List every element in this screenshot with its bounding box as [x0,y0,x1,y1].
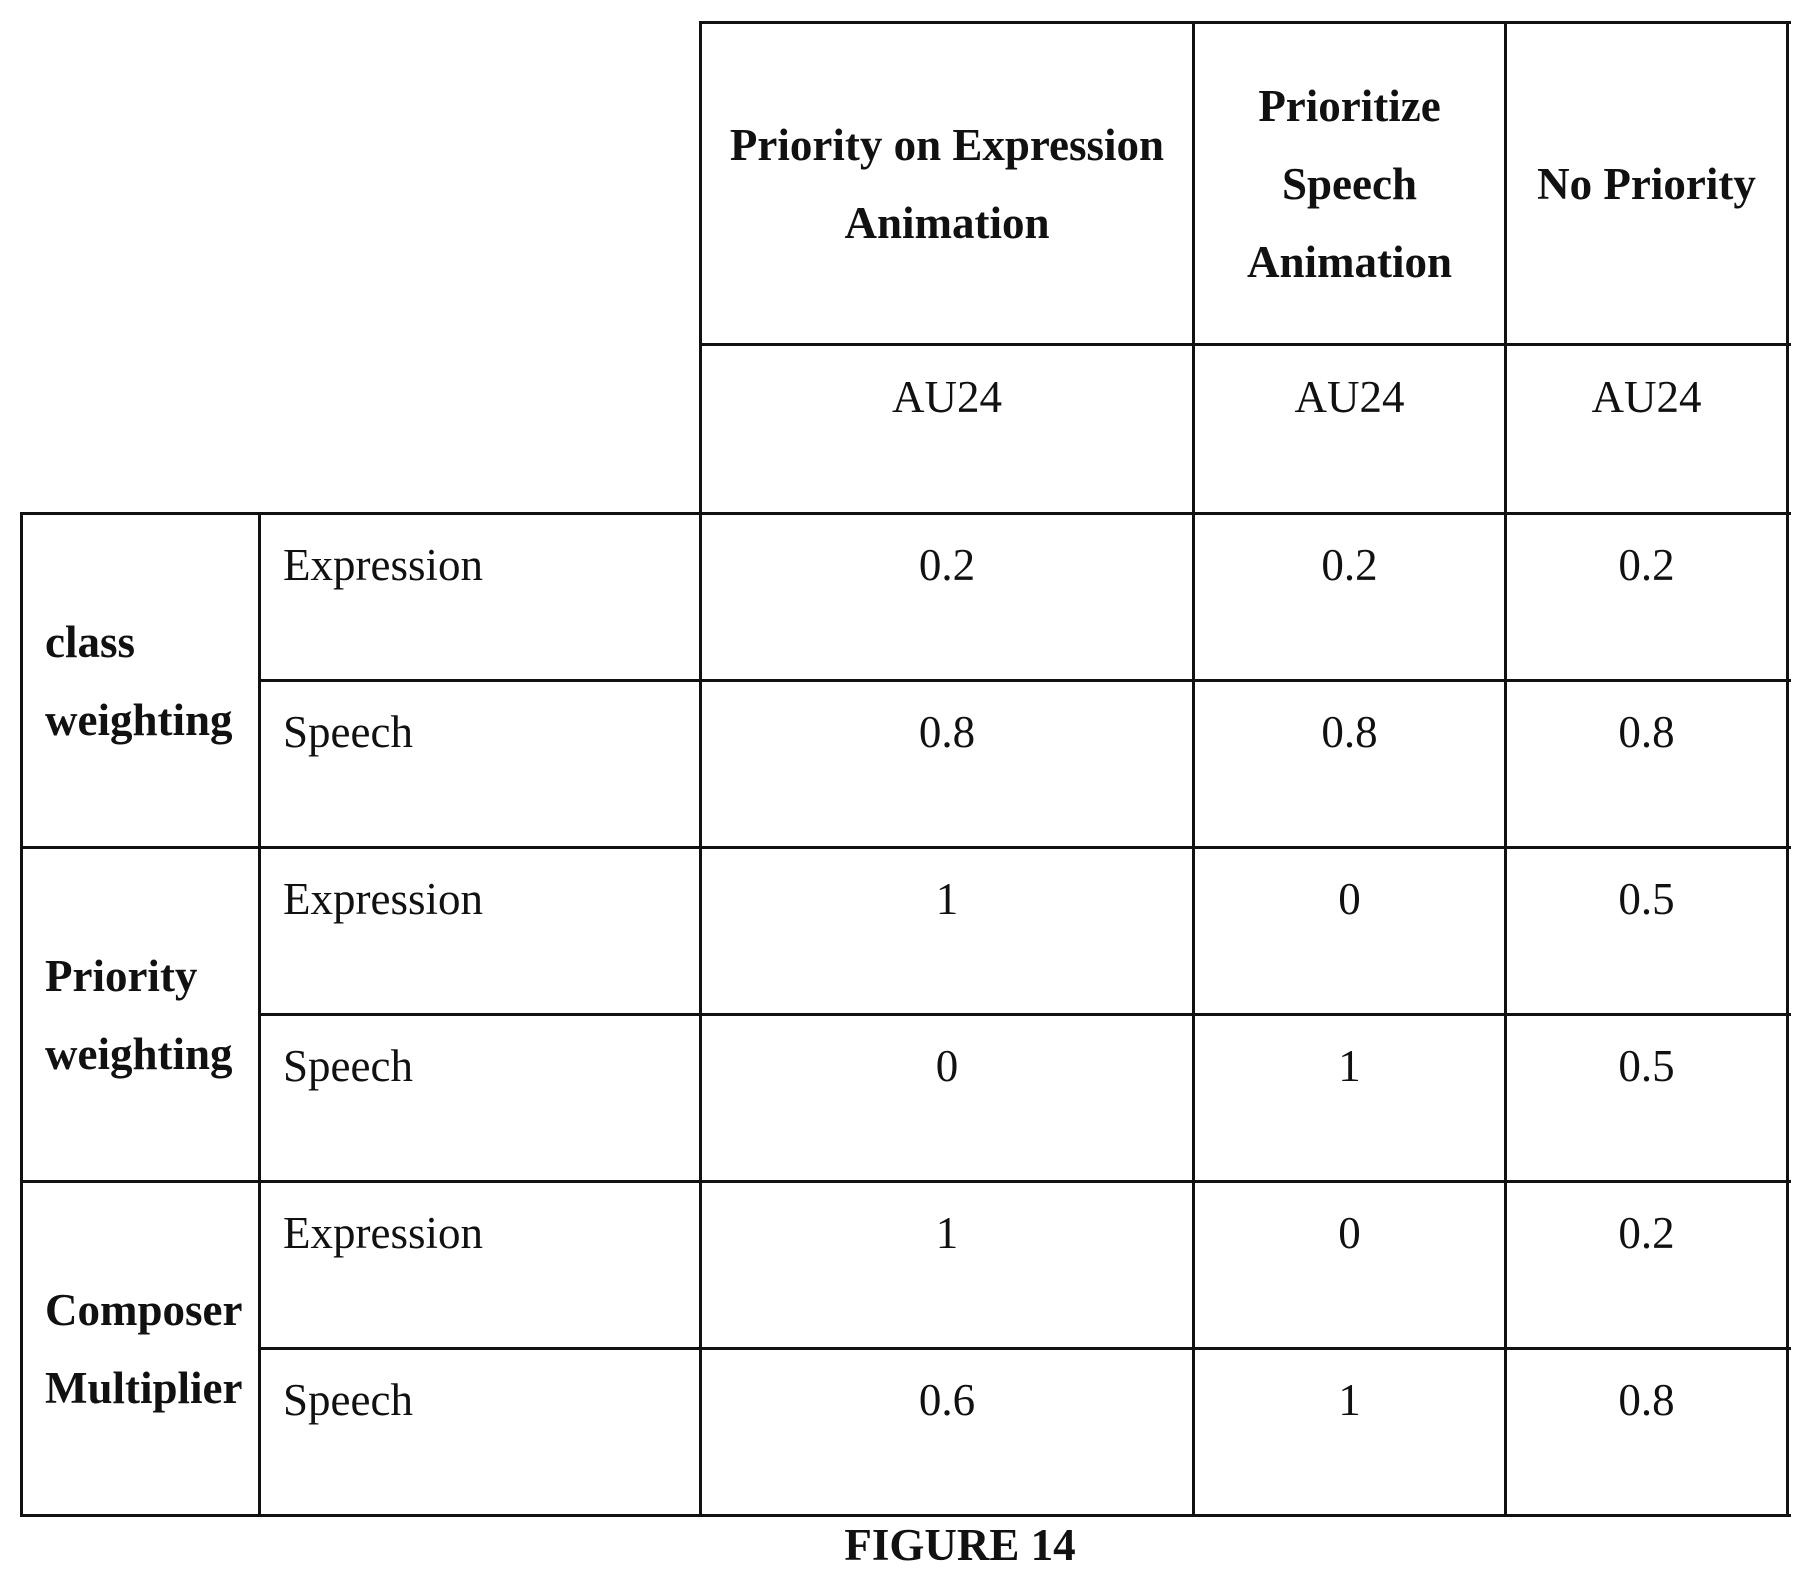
value-cell: 0.2 [918,540,976,590]
row-label: Speech [283,1375,413,1425]
body-border-top [20,512,1791,515]
column-header: Priority on Expression Animation [702,24,1192,343]
table-border-left [20,512,23,1517]
column-divider [1192,21,1195,1517]
group-label: Priority weighting [23,849,258,1180]
value-cell: 0.5 [1618,874,1675,924]
row-label: Expression [283,540,483,590]
value-cell: 0.8 [1618,707,1675,757]
value-cell: 0.2 [1618,1208,1675,1258]
value-cell: 0.5 [1618,1041,1675,1091]
column-header-title: Priority on Expression Animation [729,119,1165,248]
column-header-title: Prioritize Speech Animation [1246,80,1453,287]
value-cell: 0.8 [1321,707,1378,757]
group-divider [20,846,1791,849]
header-divider [701,343,1791,346]
row-label: Expression [283,874,483,924]
column-unit: AU24 [1591,372,1702,422]
group-label: class weighting [23,515,258,846]
column-unit: AU24 [1294,372,1405,422]
value-cell: 1 [935,874,959,924]
column-header-title: No Priority [1537,158,1756,209]
value-cell: 1 [1338,1375,1361,1425]
group-label-text: Priority weighting [45,950,233,1079]
column-header: No Priority [1507,24,1786,343]
figure-caption: FIGURE 14 [844,1520,1076,1570]
column-header: Prioritize Speech Animation [1195,24,1504,343]
row-divider [260,679,1791,682]
value-cell: 1 [935,1208,959,1258]
row-label: Speech [283,707,413,757]
table-border-bottom [20,1514,1791,1517]
column-divider [699,21,702,1517]
value-cell: 0.2 [1618,540,1675,590]
group-label: Composer Multiplier [23,1183,258,1514]
value-cell: 1 [1338,1041,1361,1091]
table-border-right [1786,21,1789,1517]
value-cell: 0 [935,1041,959,1091]
row-label: Expression [283,1208,483,1258]
value-cell: 0 [1338,874,1361,924]
group-label-text: class weighting [45,616,233,745]
table-border-top [701,21,1791,24]
column-unit: AU24 [892,372,1002,422]
row-divider [260,1347,1791,1350]
row-divider [260,1013,1791,1016]
value-cell: 0.2 [1321,540,1378,590]
column-divider [258,512,261,1517]
value-cell: 0.8 [1618,1375,1675,1425]
value-cell: 0.6 [918,1375,976,1425]
row-label: Speech [283,1041,413,1091]
column-divider [1504,21,1507,1517]
value-cell: 0 [1338,1208,1361,1258]
value-cell: 0.8 [918,707,976,757]
group-label-text: Composer Multiplier [45,1284,243,1413]
group-divider [20,1180,1791,1183]
